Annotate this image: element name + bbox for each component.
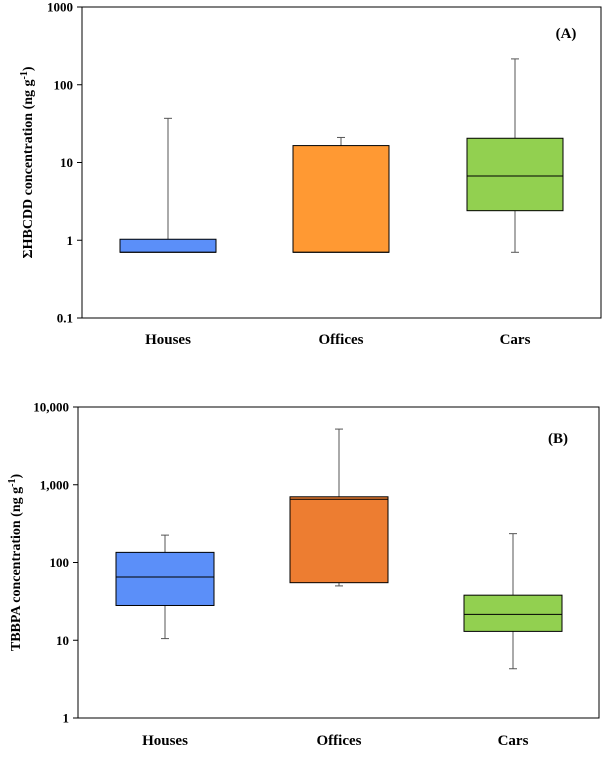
chart-panel-a: 0.1 1 10 100 1000 Houses Offices Cars (A) ΣHBCDD … <box>19 0 602 348</box>
box-houses <box>115 551 215 606</box>
y-axis-label-superscript: -1 <box>19 71 30 79</box>
x-tick-label: Cars <box>498 733 529 749</box>
y-axis-label-text: TBBPA concentration (ng g <box>9 487 24 651</box>
y-tick-label: 100 <box>50 555 70 570</box>
y-tick-label: 0.1 <box>57 311 73 326</box>
x-tick-label: Houses <box>142 733 188 749</box>
y-axis-label: ΣHBCDD concentration (ng g-1) <box>19 66 36 258</box>
y-tick-label: 10,000 <box>33 400 69 415</box>
x-tick-label: Offices <box>319 332 364 348</box>
box-houses <box>119 238 217 253</box>
chart-panel-b: 1 10 100 1,000 10,000 Houses Offices Cars (B) TBB… <box>7 400 600 749</box>
y-tick-label: 100 <box>54 77 74 92</box>
box-cars <box>466 137 564 212</box>
y-axis-label-close: ) <box>21 66 36 71</box>
y-axis-label: TBBPA concentration (ng g-1) <box>7 474 24 652</box>
panel-label: (A) <box>556 26 577 42</box>
box-offices <box>289 496 389 584</box>
box-cars <box>463 594 563 632</box>
y-tick-label: 1000 <box>47 0 73 15</box>
y-tick-label: 1,000 <box>40 477 69 492</box>
y-tick-label: 1 <box>67 233 74 248</box>
panel-label: (B) <box>548 431 568 447</box>
x-tick-label: Offices <box>317 733 362 749</box>
y-axis-label-close: ) <box>9 474 24 479</box>
y-tick-label: 10 <box>56 633 69 648</box>
x-tick-label: Houses <box>145 332 191 348</box>
y-axis-label-superscript: -1 <box>7 479 18 487</box>
y-tick-label: 10 <box>60 155 73 170</box>
y-tick-label: 1 <box>63 711 70 726</box>
x-tick-label: Cars <box>500 332 531 348</box>
y-axis-label-text: ΣHBCDD concentration (ng g <box>21 79 36 258</box>
box-offices <box>292 145 390 253</box>
